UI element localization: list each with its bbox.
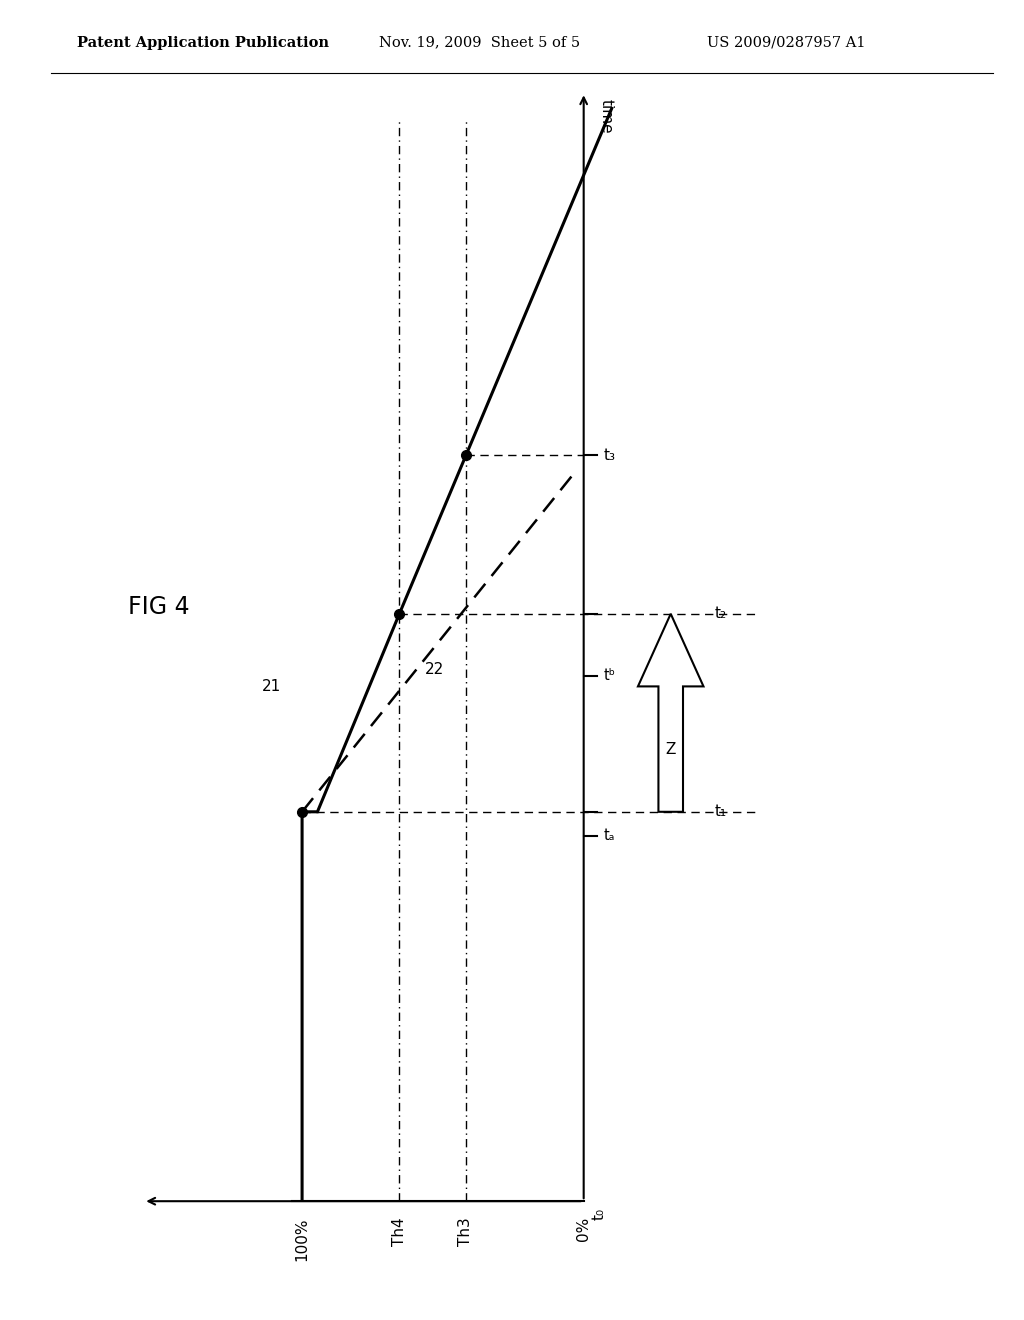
Text: US 2009/0287957 A1: US 2009/0287957 A1: [707, 36, 865, 50]
Text: t₀: t₀: [592, 1208, 607, 1220]
Text: 0%: 0%: [577, 1217, 591, 1241]
Text: 21: 21: [262, 678, 282, 694]
Text: 22: 22: [425, 663, 444, 677]
Text: t₃: t₃: [603, 447, 615, 463]
Text: Nov. 19, 2009  Sheet 5 of 5: Nov. 19, 2009 Sheet 5 of 5: [379, 36, 580, 50]
Text: tₐ: tₐ: [603, 828, 614, 843]
Text: tᵇ: tᵇ: [603, 668, 615, 684]
Text: 100%: 100%: [295, 1217, 309, 1261]
Text: FIG 4: FIG 4: [128, 595, 189, 619]
Text: time: time: [599, 99, 614, 133]
Text: Th3: Th3: [459, 1217, 473, 1246]
Text: Th4: Th4: [392, 1217, 407, 1246]
Text: Patent Application Publication: Patent Application Publication: [77, 36, 329, 50]
Text: t₂: t₂: [715, 606, 727, 622]
Text: Z: Z: [666, 742, 676, 756]
Text: t₁: t₁: [715, 804, 727, 820]
